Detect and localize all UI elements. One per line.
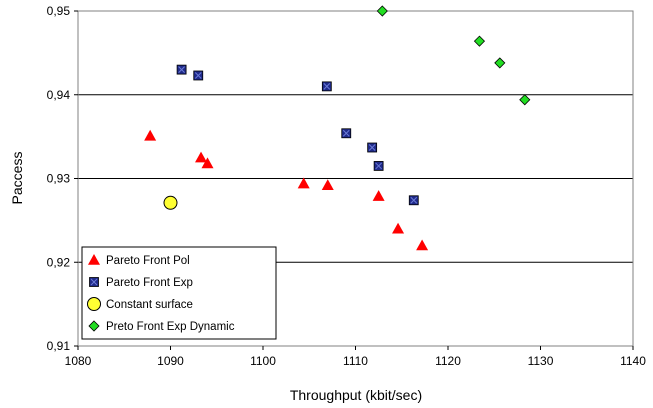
legend-label: Pareto Front Exp [106,277,193,289]
data-point-triangle [416,239,429,251]
data-point-square [176,64,187,75]
axis-ticks: 0,91 0,92 0,93 0,94 0,95 1080 1090 1100 1110 1120… [47,4,647,368]
data-point-triangle [297,177,310,189]
legend-marker-triangle [88,254,100,265]
legend-label: Pareto Front Pol [106,255,190,267]
x-tick-label: 1110 [343,354,368,368]
x-tick-label: 1120 [435,354,461,368]
legend-box [81,246,277,340]
legend-marker-circle [87,297,101,311]
grid-lines [78,94,633,263]
x-tick-label: 1130 [528,354,554,368]
data-point-triangle [321,179,334,190]
data-point-triangle [201,157,214,169]
x-tick-label: 1140 [620,354,646,368]
data-point-square [193,70,204,81]
y-axis-title: Paccess [9,152,25,205]
y-tick-label: 0,94 [47,88,71,102]
legend-marker-diamond [88,320,100,332]
data-point-triangle [195,151,208,163]
data-point-diamond [473,35,486,47]
legend-label: Preto Front Exp Dynamic [106,321,235,333]
data-points [144,5,531,251]
data-point-square [373,161,384,171]
data-point-square [321,81,332,92]
legend-marker-square [89,277,99,287]
data-point-circle [163,195,178,210]
data-point-triangle [372,190,385,201]
legend: Pareto Front Pol Pareto Front Exp Constant… [81,246,277,340]
x-tick-label: 1100 [250,354,276,368]
data-point-diamond [494,57,506,69]
x-tick-label: 1090 [157,354,184,368]
legend-label: Constant surface [106,299,193,311]
y-tick-label: 0,93 [47,172,71,186]
data-point-triangle [392,222,405,234]
data-point-diamond [376,5,388,17]
data-point-square [341,128,352,139]
data-point-square [408,195,419,206]
y-tick-label: 0,91 [47,339,71,353]
data-point-diamond [519,94,531,106]
y-tick-label: 0,92 [47,255,71,269]
y-tick-label: 0,95 [47,4,71,18]
data-point-triangle [144,129,157,141]
x-tick-label: 1080 [65,354,92,368]
x-axis-title: Throughput (kbit/sec) [290,387,422,403]
data-point-square [367,142,378,153]
